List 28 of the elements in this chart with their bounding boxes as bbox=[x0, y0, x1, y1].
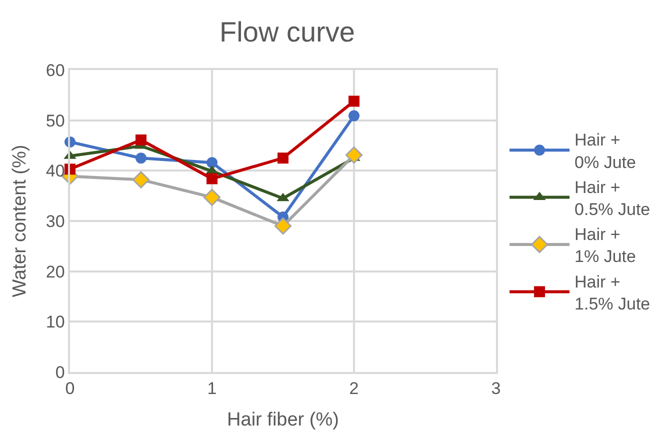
y-tick-label: 20 bbox=[46, 262, 65, 282]
point bbox=[206, 157, 218, 168]
chart-title: Flow curve bbox=[220, 16, 355, 48]
legend-label: Hair + 1% Jute bbox=[574, 225, 636, 266]
y-tick-label: 0 bbox=[55, 362, 65, 382]
x-tick-label: 2 bbox=[349, 379, 359, 398]
legend-label: Hair + 0% Jute bbox=[574, 130, 636, 172]
point bbox=[203, 188, 221, 206]
point bbox=[278, 152, 288, 164]
point bbox=[348, 110, 360, 122]
y-tick-label: 40 bbox=[46, 162, 65, 181]
point bbox=[345, 146, 363, 164]
point bbox=[274, 217, 292, 235]
y-axis-title: Water content (%) bbox=[9, 144, 30, 298]
point bbox=[136, 152, 146, 164]
point bbox=[132, 171, 150, 188]
x-tick-label: 1 bbox=[207, 379, 217, 398]
y-tick-label: 50 bbox=[46, 111, 65, 130]
y-tick-label: 30 bbox=[46, 212, 65, 231]
point bbox=[206, 173, 218, 184]
y-tick-label: 60 bbox=[46, 60, 65, 80]
x-tick-label: 3 bbox=[491, 379, 501, 398]
point bbox=[136, 134, 146, 146]
x-axis-title: Hair fiber (%) bbox=[227, 409, 339, 430]
y-tick-label: 10 bbox=[46, 312, 65, 332]
legend-label: Hair + 1.5% Jute bbox=[574, 272, 650, 314]
point bbox=[348, 96, 360, 107]
legend-label: Hair + 0.5% Jute bbox=[574, 178, 650, 219]
